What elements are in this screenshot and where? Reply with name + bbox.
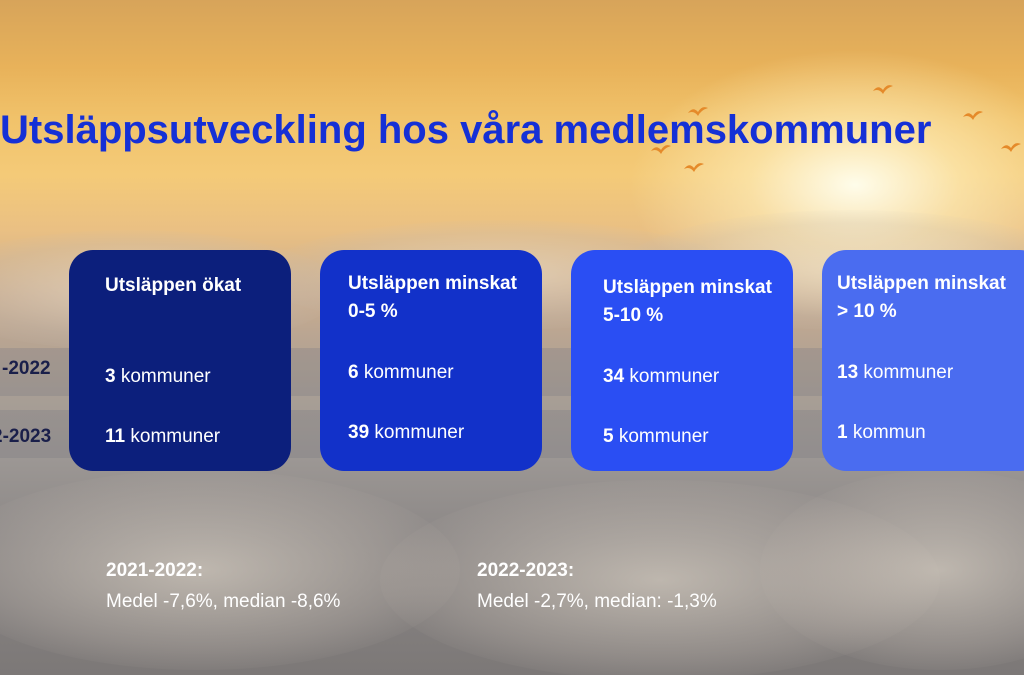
value-unit: kommuner [863,362,954,383]
value-number: 39 [348,422,370,443]
bird-icon [683,160,705,174]
bird-icon [650,142,672,156]
value-unit: kommun [852,422,926,443]
stat-period-2022-2023: 2022-2023: [477,560,575,581]
page-title: Utsläppsutveckling hos våra medlemskommu… [0,108,932,152]
value-number: 11 [105,426,126,447]
card-value-2021-2022: 34 kommuner [603,366,719,388]
card-heading: Utsläppen ökat [105,275,242,296]
value-number: 5 [603,426,614,447]
card-increased: Utsläppen ökat 3 kommuner 11 kommuner [69,250,291,471]
row-label-2021-2022: -2022 [2,358,51,379]
value-unit: kommuner [130,426,221,447]
card-value-2021-2022: 13 kommuner [837,362,953,384]
value-unit: kommuner [629,366,720,387]
card-value-2022-2023: 5 kommuner [603,426,709,448]
card-value-2022-2023: 39 kommuner [348,422,464,444]
value-number: 3 [105,366,116,387]
card-decreased-0-5: Utsläppen minskat 0-5 % 6 kommuner 39 ko… [320,250,542,471]
card-heading: Utsläppen minskat 0-5 % [348,273,517,322]
bird-icon [962,108,984,122]
value-number: 1 [837,422,848,443]
value-number: 34 [603,366,625,387]
bird-icon [1000,140,1022,154]
value-number: 6 [348,362,359,383]
stat-summary-2022-2023: Medel -2,7%, median: -1,3% [477,591,717,612]
card-value-2022-2023: 1 kommun [837,422,926,444]
value-unit: kommuner [374,422,465,443]
value-unit: kommuner [120,366,211,387]
row-label-2022-2023: 2-2023 [0,426,52,447]
stat-period-2021-2022: 2021-2022: [106,560,204,581]
card-decreased-5-10: Utsläppen minskat 5-10 % 34 kommuner 5 k… [571,250,793,471]
card-heading: Utsläppen minskat 5-10 % [603,277,772,326]
bird-icon [872,82,894,96]
stat-summary-2021-2022: Medel -7,6%, median -8,6% [106,591,341,612]
card-value-2022-2023: 11 kommuner [105,426,220,448]
bird-icon [687,104,709,118]
value-unit: kommuner [363,362,454,383]
card-decreased-over-10: Utsläppen minskat > 10 % 13 kommuner 1 k… [822,250,1024,471]
card-heading: Utsläppen minskat > 10 % [837,273,1006,322]
value-unit: kommuner [618,426,709,447]
value-number: 13 [837,362,859,383]
card-value-2021-2022: 3 kommuner [105,366,211,388]
card-value-2021-2022: 6 kommuner [348,362,454,384]
